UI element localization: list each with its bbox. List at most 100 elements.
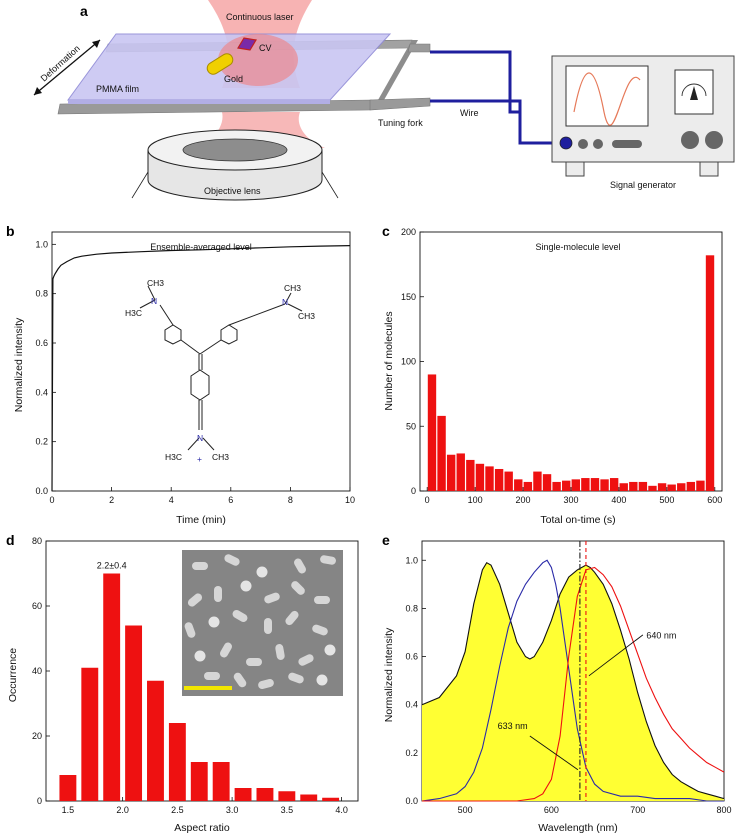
sem-particle xyxy=(204,672,220,680)
chart-b: 0 2 4 6 8 10 0.0 0.2 0.4 0.6 0.8 1.0 xyxy=(35,231,355,505)
chart-e-ytick-label: 0.4 xyxy=(405,700,418,710)
chart-c: 0 100 200 300 400 500 600 0 50 100 150 200 xyxy=(401,227,723,505)
chart-d-bar xyxy=(59,775,77,801)
chart-d-ytick-label: 40 xyxy=(32,666,42,676)
chart-d-ytick-label: 0 xyxy=(37,796,42,806)
sem-particle xyxy=(294,558,306,574)
chart-c-bar xyxy=(456,453,465,491)
chart-c-ytick-label: 200 xyxy=(401,227,416,237)
chart-c-bar xyxy=(590,478,600,491)
chart-b-series-line xyxy=(51,245,351,492)
cv-label: CV xyxy=(259,43,272,53)
objective-lens xyxy=(131,129,339,201)
chart-d-bar xyxy=(190,762,208,801)
chart-c-xtick-label: 500 xyxy=(659,495,674,505)
chart-e-xtick-label: 800 xyxy=(716,805,731,815)
chart-e-arrow-640 xyxy=(588,634,644,677)
chart-b-plot-frame xyxy=(51,231,351,492)
sem-particle xyxy=(194,650,206,662)
chart-c-bar xyxy=(609,478,619,491)
chart-c-plot-frame xyxy=(419,231,723,492)
sem-particle xyxy=(312,624,328,636)
chart-c-xtick-label: 600 xyxy=(707,495,722,505)
sem-particle xyxy=(224,554,240,566)
chart-e-xtick-label: 500 xyxy=(458,805,473,815)
chart-d-bar xyxy=(278,791,296,801)
sem-particle xyxy=(288,672,304,684)
chart-d-annotation: 2.2±0.4 xyxy=(97,561,127,571)
sem-particle xyxy=(187,593,203,607)
chart-e-ytick-label: 1.0 xyxy=(405,555,418,565)
chart-c-ytick-label: 0 xyxy=(411,486,416,496)
panel-e: e 500 600 700 800 0.0 0.2 0.4 0.6 0.8 1.0 633 nm 64… xyxy=(382,532,732,834)
chart-b-xtick-label: 0 xyxy=(49,495,54,505)
chart-d-xtick-label: 1.5 xyxy=(62,805,75,815)
chart-c-bar xyxy=(466,459,475,491)
chart-b-ytick-label: 0.4 xyxy=(35,387,48,397)
crystal-violet-structure xyxy=(139,285,303,451)
chart-d-bar xyxy=(322,797,340,801)
chart-c-bar xyxy=(485,466,494,491)
chart-c-bar xyxy=(619,483,628,491)
chart-d-ylabel: Occurrence xyxy=(7,648,19,702)
sem-particle xyxy=(184,622,196,638)
sem-particle xyxy=(214,586,222,602)
sem-particle xyxy=(220,642,232,658)
chart-c-bar xyxy=(446,454,456,491)
chart-c-bar xyxy=(542,474,552,491)
chart-c-bar xyxy=(667,484,676,491)
chart-b-ytick-label: 0.0 xyxy=(35,486,48,496)
chart-b-ytick-label: 1.0 xyxy=(35,239,48,249)
sem-particle xyxy=(264,592,280,604)
mol-n-2: N xyxy=(282,297,288,307)
chart-e-annotation-640: 640 nm xyxy=(646,631,676,641)
sem-inset xyxy=(182,550,343,696)
sem-particle xyxy=(192,562,208,570)
sem-particle xyxy=(258,678,274,690)
sem-particle xyxy=(233,672,247,688)
panel-e-label: e xyxy=(382,532,390,548)
chart-d-bar xyxy=(256,788,274,801)
chart-c-bar xyxy=(581,478,590,491)
film-label: PMMA film xyxy=(96,84,139,94)
chart-c-bar xyxy=(600,479,609,491)
chart-c-annotation: Single-molecule level xyxy=(535,242,620,252)
deformation-arrow xyxy=(33,39,101,96)
chart-e-ytick-label: 0.8 xyxy=(405,603,418,613)
chart-d-bar xyxy=(103,573,121,801)
chart-d: 1.5 2.0 2.5 3.0 3.5 4.0 0 20 40 60 80 xyxy=(32,536,359,815)
chart-c-ytick-label: 150 xyxy=(401,292,416,302)
chart-c-bar xyxy=(571,479,580,491)
wires xyxy=(430,50,566,145)
chart-e-series-line xyxy=(421,559,724,802)
chart-e: 500 600 700 800 0.0 0.2 0.4 0.6 0.8 1.0 633 nm 640 … xyxy=(405,540,732,815)
chart-c-xtick-label: 400 xyxy=(611,495,626,505)
gold-nanorod xyxy=(206,53,234,75)
chart-d-ytick-label: 60 xyxy=(32,601,42,611)
deformation-label: Deformation xyxy=(39,43,82,83)
chart-d-ytick-label: 20 xyxy=(32,731,42,741)
chart-e-ytick-label: 0.2 xyxy=(405,748,418,758)
sem-scalebar xyxy=(184,686,232,690)
sem-nanoparticles xyxy=(184,554,336,690)
wire-label: Wire xyxy=(460,108,479,118)
chart-e-annotation-633: 633 nm xyxy=(498,721,528,731)
chart-e-ytick-label: 0.6 xyxy=(405,652,418,662)
cv-molecule xyxy=(237,37,257,51)
sem-particle xyxy=(232,610,248,622)
chart-c-ylabel: Number of molecules xyxy=(383,311,395,410)
sem-particle xyxy=(324,644,336,656)
chart-b-ytick-label: 0.8 xyxy=(35,289,48,299)
sem-particle xyxy=(256,566,268,578)
chart-b-xtick-label: 6 xyxy=(228,495,233,505)
panel-b-label: b xyxy=(6,223,15,239)
chart-c-xlabel: Total on-time (s) xyxy=(540,514,615,526)
mol-ch3-4: CH3 xyxy=(212,452,229,462)
panel-d: d 1.5 2.0 2.5 3.0 3.5 4.0 0 20 40 60 80 Occurrence… xyxy=(6,532,359,834)
chart-b-ylabel: Normalized intensity xyxy=(13,317,25,412)
panel-a: a Continuous laser CV Gold PMMA film Tun… xyxy=(33,0,735,201)
chart-c-bar xyxy=(562,480,571,491)
sem-particle xyxy=(264,618,272,634)
mol-h3c-2: H3C xyxy=(165,452,182,462)
chart-c-bar xyxy=(504,471,513,491)
